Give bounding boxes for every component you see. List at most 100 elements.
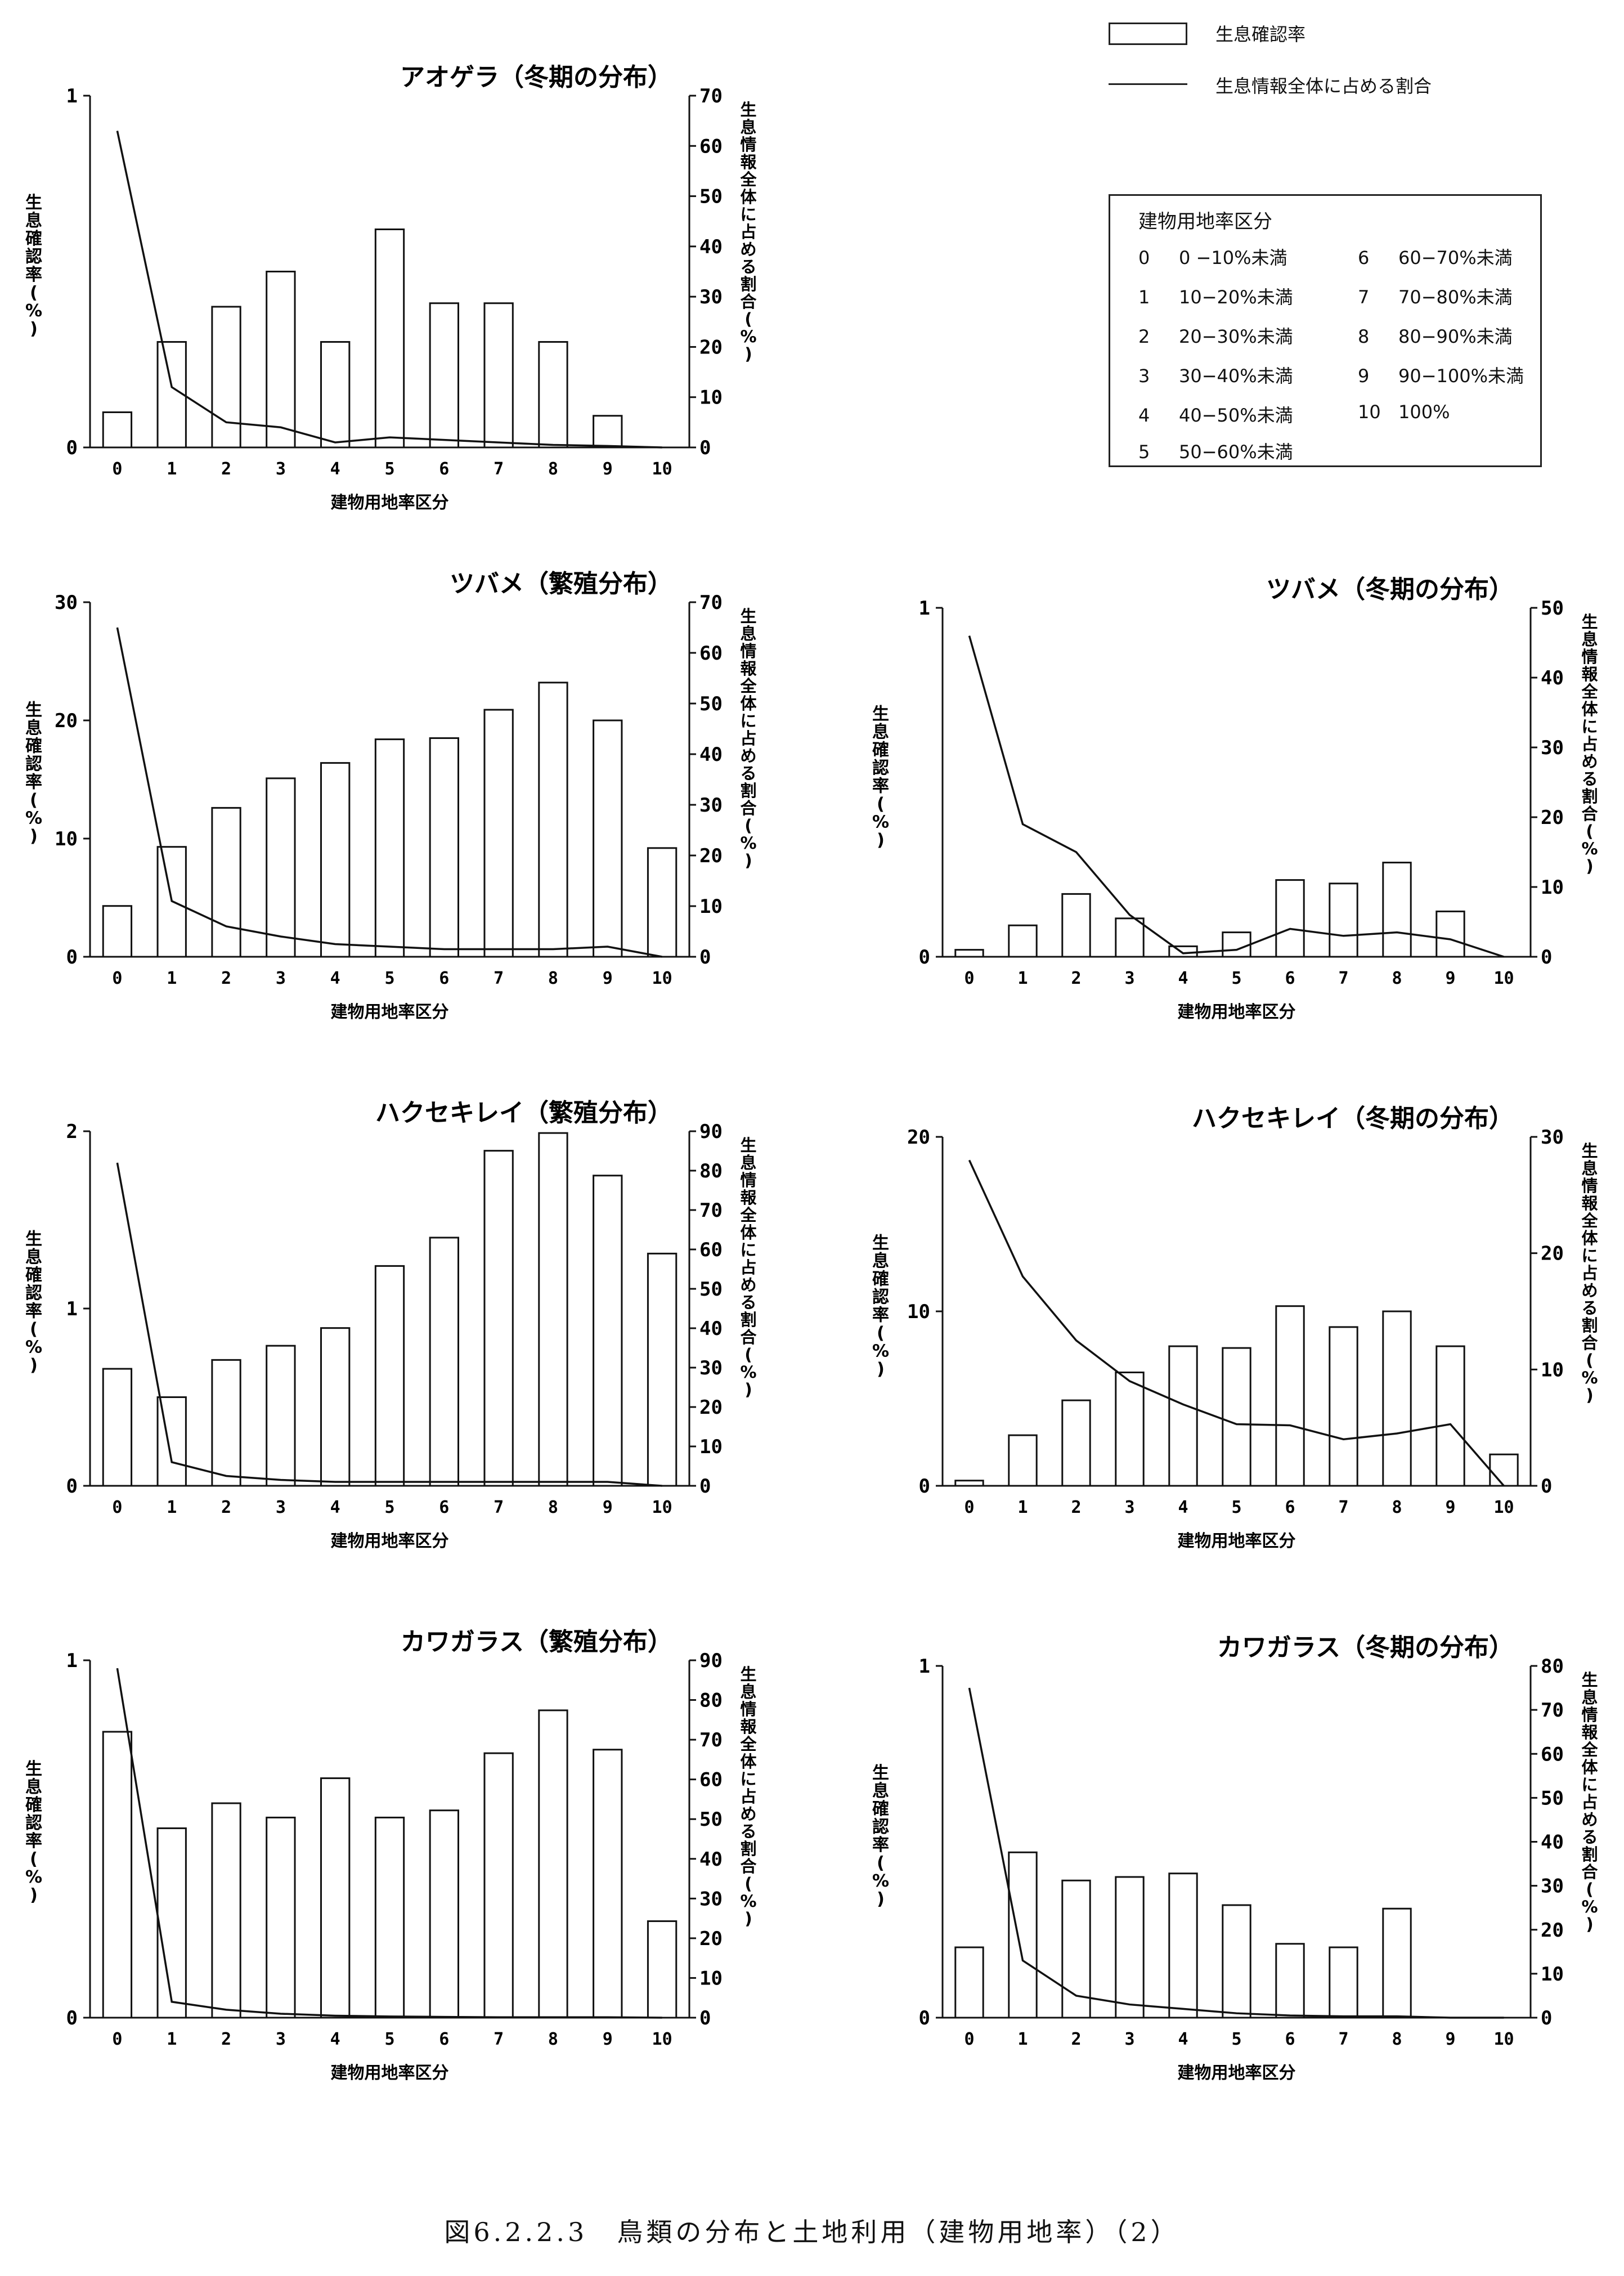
x-tick-label: 4 <box>1178 1498 1188 1517</box>
y-axis-label-right-char: 体 <box>740 1223 757 1242</box>
x-tick-label: 10 <box>652 459 672 479</box>
y-tick-label-left: 1 <box>66 85 78 107</box>
x-tick-label: 6 <box>1285 969 1295 988</box>
x-tick-label: 3 <box>1124 1498 1134 1517</box>
y-axis-label-right-char: る <box>740 764 756 783</box>
y-axis-label-right-char: 割 <box>1581 787 1598 806</box>
x-tick-label: 8 <box>548 1498 558 1517</box>
x-axis-label: 建物用地率区分 <box>331 1002 449 1022</box>
bar <box>374 738 405 958</box>
x-tick-label: 3 <box>276 459 286 479</box>
y-axis-label-right-char: 割 <box>740 781 756 800</box>
x-tick-label: 5 <box>384 2029 394 2049</box>
x-tick-label: 0 <box>964 1498 974 1517</box>
y-axis-label-left-char: 生 <box>25 1230 42 1249</box>
y-tick-label-left: 0 <box>66 437 78 459</box>
y-axis-label-right-char: 情 <box>1581 1705 1598 1724</box>
y-axis-label-left-char: ( <box>30 1320 38 1339</box>
y-tick-label-right: 40 <box>699 236 723 258</box>
x-tick-label: 3 <box>276 1498 286 1517</box>
y-axis-label-right-char: 息 <box>740 1153 756 1172</box>
y-axis-label-right-char: 生 <box>1581 1141 1598 1161</box>
y-axis-label-right-char: め <box>1581 752 1598 771</box>
y-axis-label-left-char: 率 <box>25 1831 42 1851</box>
y-axis-label-left-char: ( <box>877 794 885 814</box>
y-tick-label-right: 0 <box>699 946 711 969</box>
x-tick-label: 3 <box>276 969 286 988</box>
y-axis-label-right-char: 息 <box>740 624 756 643</box>
y-axis-label-right-char: % <box>1581 1368 1598 1387</box>
bar <box>320 341 351 449</box>
bar <box>954 949 984 958</box>
y-axis-label-right-char: 報 <box>740 153 757 172</box>
y-axis-label-left-char: 率 <box>25 1302 42 1321</box>
y-axis-label-right-char: % <box>740 1892 756 1911</box>
x-tick-label: 0 <box>964 969 974 988</box>
bar <box>320 1777 351 2019</box>
x-tick-label: 2 <box>1071 2029 1081 2049</box>
y-axis-label-right-char: 体 <box>740 694 757 713</box>
bar <box>538 1709 568 2019</box>
y-axis-label-right-char: % <box>1581 1897 1598 1916</box>
y-axis-label-right-char: 息 <box>1581 1688 1598 1707</box>
bar <box>1329 1326 1358 1487</box>
y-tick-label-right: 80 <box>699 1690 723 1712</box>
x-tick-label: 7 <box>1338 969 1348 988</box>
x-tick-label: 9 <box>1445 969 1455 988</box>
y-tick-label-right: 50 <box>699 1808 723 1831</box>
x-tick-label: 10 <box>652 2029 672 2049</box>
x-tick-label: 8 <box>1392 969 1402 988</box>
y-axis-label-right-char: 割 <box>740 1310 756 1329</box>
x-tick-label: 6 <box>439 2029 449 2049</box>
y-tick-label-right: 80 <box>699 1160 723 1182</box>
bar <box>1008 924 1038 958</box>
y-axis-label-right-char: 占 <box>1581 1264 1598 1283</box>
y-axis-label-right-char: に <box>740 1240 756 1260</box>
x-tick-label: 3 <box>276 2029 286 2049</box>
y-axis-label-right-char: 体 <box>1581 1758 1598 1777</box>
x-tick-label: 4 <box>330 1498 340 1517</box>
x-tick-label: 1 <box>1017 2029 1028 2049</box>
bar <box>1168 945 1198 958</box>
x-tick-label: 1 <box>167 2029 177 2049</box>
bar <box>483 709 514 958</box>
y-axis-label-right-char: % <box>740 1363 756 1382</box>
y-tick-label-right: 10 <box>1541 1359 1564 1381</box>
y-tick-label-right: 30 <box>699 1888 723 1910</box>
bar <box>1275 879 1305 958</box>
x-tick-label: 2 <box>221 459 231 479</box>
y-axis-label-right-char: 生 <box>1581 1670 1598 1690</box>
y-axis-label-right-char: 全 <box>739 1735 757 1754</box>
y-axis-label-right-char: ) <box>744 851 752 870</box>
category-key-item: 7 70−80%未満 <box>1358 286 1513 308</box>
y-axis-label-right-char: ) <box>1586 857 1593 876</box>
y-tick-label-right: 60 <box>699 1769 723 1791</box>
x-tick-label: 9 <box>603 1498 613 1517</box>
y-axis-label-right-char: ( <box>1586 1351 1593 1370</box>
y-axis-label-left-char: ( <box>30 791 38 810</box>
y-axis-label-right-char: に <box>1581 1246 1598 1265</box>
bar <box>1489 1453 1519 1487</box>
category-key-item: 3 30−40%未満 <box>1138 365 1293 387</box>
y-axis-label-right-char: 占 <box>740 1787 756 1806</box>
x-tick-label: 0 <box>112 1498 122 1517</box>
bar <box>374 1265 405 1487</box>
bar <box>483 1150 514 1487</box>
x-tick-label: 1 <box>167 459 177 479</box>
y-axis-label-right-char: 情 <box>740 1700 756 1719</box>
y-axis-label-right-char: 占 <box>740 1258 756 1277</box>
bar <box>1382 862 1412 958</box>
x-tick-label: 3 <box>1124 969 1134 988</box>
bar <box>266 271 296 449</box>
y-axis-label-right-char: 生 <box>1581 612 1598 631</box>
y-axis-label-right-char: 全 <box>1581 1211 1598 1230</box>
y-axis-label-right-char: 割 <box>740 275 756 294</box>
bar <box>374 1816 405 2019</box>
category-key-item: 10 100% <box>1358 401 1450 423</box>
y-axis-label-left-char: 認 <box>25 1284 42 1303</box>
y-tick-label-right: 30 <box>699 794 723 817</box>
x-tick-label: 8 <box>1392 1498 1402 1517</box>
y-axis-label-right-char: 占 <box>740 222 756 241</box>
chart-title: カワガラス（繁殖分布） <box>401 1628 672 1656</box>
